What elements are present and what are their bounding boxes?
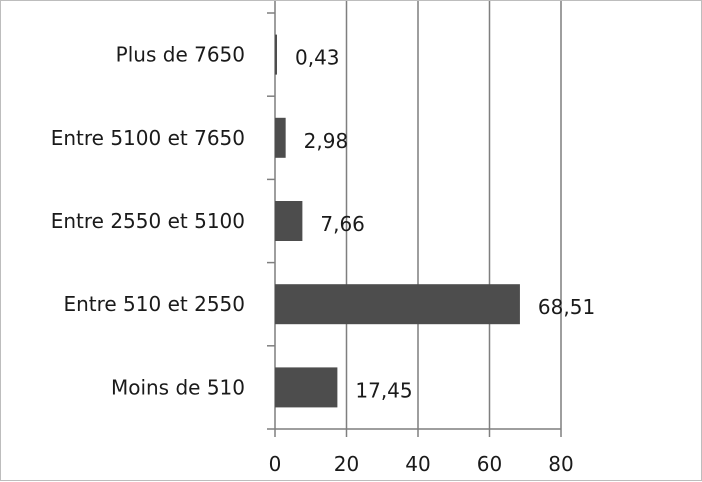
data-label: 68,51 bbox=[538, 295, 595, 319]
data-label: 0,43 bbox=[295, 46, 340, 70]
data-label: 17,45 bbox=[355, 378, 412, 402]
bar bbox=[275, 284, 520, 325]
category-label: Plus de 7650 bbox=[116, 43, 245, 67]
bar bbox=[275, 34, 277, 75]
x-tick-label: 40 bbox=[405, 452, 430, 476]
category-label: Entre 5100 et 7650 bbox=[51, 126, 245, 150]
x-tick-label: 20 bbox=[334, 452, 359, 476]
data-label: 7,66 bbox=[320, 212, 365, 236]
x-tick-label: 80 bbox=[548, 452, 573, 476]
category-label: Entre 510 et 2550 bbox=[63, 292, 245, 316]
category-label: Moins de 510 bbox=[111, 375, 245, 399]
bar bbox=[275, 201, 303, 241]
x-tick-label: 0 bbox=[269, 452, 282, 476]
x-tick-label: 60 bbox=[477, 452, 502, 476]
category-label: Entre 2550 et 5100 bbox=[51, 209, 245, 233]
bar bbox=[275, 117, 286, 158]
bar bbox=[275, 367, 338, 408]
data-label: 2,98 bbox=[304, 129, 349, 153]
